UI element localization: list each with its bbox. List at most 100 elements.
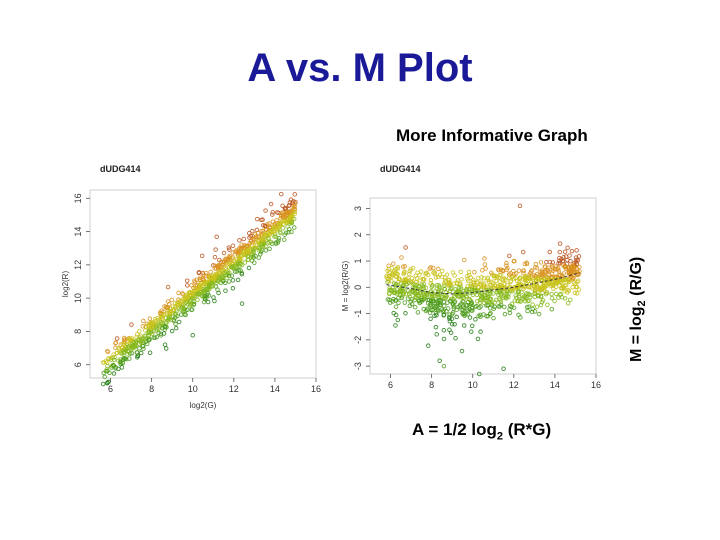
- data-point: [563, 283, 568, 288]
- data-point: [256, 234, 261, 240]
- data-point: [113, 365, 118, 370]
- data-point: [557, 249, 563, 255]
- data-point: [230, 286, 236, 291]
- data-point: [282, 232, 288, 237]
- data-point: [535, 276, 540, 281]
- data-point: [111, 371, 117, 376]
- data-point: [282, 237, 287, 242]
- data-point: [140, 324, 145, 329]
- data-point: [454, 314, 460, 320]
- data-point: [189, 296, 195, 301]
- data-point: [521, 270, 526, 276]
- data-point: [211, 295, 216, 300]
- data-point: [528, 294, 533, 300]
- data-point: [528, 269, 534, 274]
- x-tick-label: 16: [591, 380, 601, 390]
- data-point: [436, 298, 442, 303]
- data-point: [451, 304, 457, 309]
- data-point: [447, 319, 453, 324]
- data-point: [117, 350, 122, 355]
- data-point: [108, 355, 114, 361]
- data-point: [285, 210, 290, 215]
- data-point: [229, 273, 235, 278]
- data-point: [268, 201, 274, 207]
- data-point: [453, 335, 458, 341]
- data-point: [459, 277, 464, 282]
- data-point: [448, 282, 453, 287]
- data-point: [152, 335, 158, 341]
- data-point: [422, 291, 427, 297]
- data-point: [417, 300, 422, 306]
- data-point: [267, 240, 272, 245]
- data-point: [501, 366, 506, 371]
- data-point: [402, 269, 407, 274]
- points-group: [100, 191, 298, 387]
- data-point: [276, 220, 282, 226]
- data-point: [462, 311, 467, 316]
- data-point: [415, 270, 420, 275]
- data-point: [120, 341, 125, 347]
- data-point: [510, 287, 515, 293]
- data-point: [138, 350, 144, 356]
- data-point: [176, 290, 181, 296]
- data-point: [558, 279, 564, 284]
- data-point: [398, 286, 403, 292]
- data-point: [442, 292, 448, 298]
- ma-scatter-plot: dUDG414 6 8 10 12 14 16 -3 -2 -1 0 1 2 3 M = log2(R/G): [312, 160, 608, 420]
- data-point: [169, 328, 175, 334]
- data-point: [127, 356, 132, 361]
- data-point: [163, 346, 169, 351]
- data-point: [426, 343, 431, 348]
- data-point: [113, 340, 118, 346]
- data-point: [146, 328, 152, 334]
- data-point: [477, 371, 482, 377]
- data-point: [239, 271, 245, 277]
- data-point: [429, 291, 435, 297]
- data-point: [161, 331, 167, 336]
- x-axis-label: log2(G): [190, 401, 217, 410]
- data-point: [562, 249, 568, 255]
- data-point: [119, 365, 125, 370]
- data-point: [502, 311, 508, 317]
- data-point: [471, 279, 476, 285]
- data-point: [428, 265, 433, 270]
- x-tick-label: 12: [229, 384, 239, 394]
- data-point: [414, 292, 419, 298]
- data-point: [162, 342, 168, 348]
- data-point: [529, 268, 535, 273]
- data-point: [439, 268, 445, 274]
- data-point: [478, 304, 483, 309]
- data-point: [437, 286, 442, 291]
- data-point: [538, 302, 544, 308]
- m-axis-label: M = log2 (R/G): [620, 176, 648, 362]
- data-point: [251, 255, 256, 260]
- data-point: [403, 277, 408, 283]
- data-point: [141, 346, 146, 352]
- x-tick-label: 10: [468, 380, 478, 390]
- data-point: [554, 280, 559, 286]
- data-point: [518, 298, 524, 304]
- data-point: [263, 208, 268, 213]
- data-point: [101, 370, 106, 376]
- data-point: [492, 275, 497, 280]
- data-point: [428, 316, 433, 322]
- data-point: [556, 261, 561, 266]
- data-point: [101, 360, 106, 365]
- data-point: [559, 295, 565, 300]
- data-point: [118, 357, 123, 362]
- data-point: [560, 258, 565, 264]
- data-point: [434, 313, 439, 318]
- data-point: [441, 299, 447, 305]
- data-point: [393, 323, 398, 328]
- data-point: [137, 346, 142, 351]
- data-point: [522, 284, 528, 289]
- data-point: [215, 271, 220, 276]
- data-point: [195, 297, 200, 303]
- data-point: [176, 319, 182, 325]
- data-point: [536, 311, 542, 317]
- plot-title: dUDG414: [100, 164, 141, 174]
- data-point: [105, 380, 110, 386]
- data-point: [105, 348, 110, 354]
- data-point: [419, 297, 424, 302]
- data-point: [402, 300, 408, 305]
